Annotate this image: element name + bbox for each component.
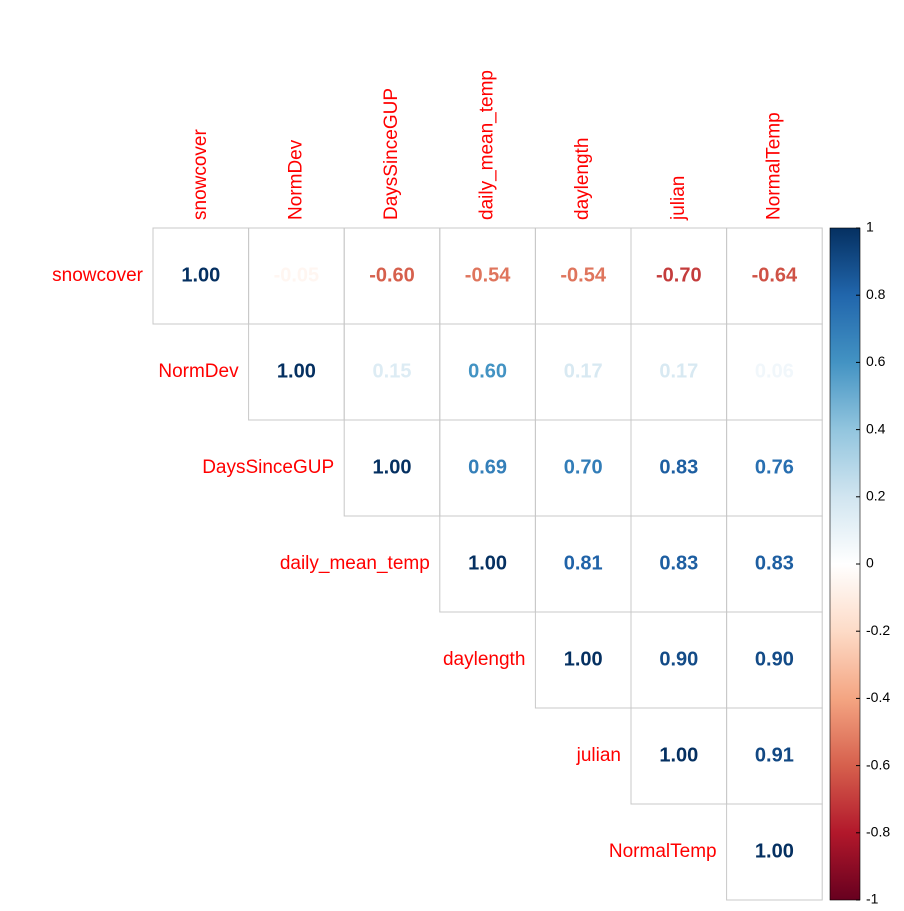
row-label: julian xyxy=(576,745,621,766)
correlation-value: 1.00 xyxy=(373,456,412,478)
row-label: daily_mean_temp xyxy=(280,553,430,574)
colorbar-tick-label: 0.4 xyxy=(866,420,886,436)
column-label: NormalTemp xyxy=(763,112,784,220)
row-label: NormDev xyxy=(158,361,239,382)
correlation-value: 0.83 xyxy=(659,456,698,478)
correlation-value: -0.05 xyxy=(274,264,320,286)
correlation-value: -0.60 xyxy=(369,264,415,286)
correlation-value: 0.17 xyxy=(564,360,603,382)
correlation-value: 0.91 xyxy=(755,744,794,766)
row-label: snowcover xyxy=(52,265,143,286)
correlation-value: 1.00 xyxy=(659,744,698,766)
correlation-value: 1.00 xyxy=(755,840,794,862)
colorbar-tick-label: -0.8 xyxy=(866,824,890,840)
colorbar-tick-label: 0.2 xyxy=(866,488,886,504)
row-label: DaysSinceGUP xyxy=(202,457,334,478)
correlation-value: 0.60 xyxy=(468,360,507,382)
colorbar-tick-label: 0.6 xyxy=(866,353,886,369)
column-label: NormDev xyxy=(285,139,306,220)
column-label: DaysSinceGUP xyxy=(381,88,402,220)
column-label: daily_mean_temp xyxy=(477,70,498,220)
correlation-value: -0.54 xyxy=(465,264,511,286)
row-label: daylength xyxy=(443,649,525,670)
correlation-value: 0.83 xyxy=(755,552,794,574)
correlation-value: 0.81 xyxy=(564,552,603,574)
correlation-value: 1.00 xyxy=(181,264,220,286)
correlation-value: 0.69 xyxy=(468,456,507,478)
correlation-value: 0.70 xyxy=(564,456,603,478)
correlation-value: 0.90 xyxy=(659,648,698,670)
correlation-value: 1.00 xyxy=(564,648,603,670)
correlation-value: 0.06 xyxy=(755,360,794,382)
colorbar-tick-label: 1 xyxy=(866,219,874,235)
correlation-value: -0.54 xyxy=(560,264,606,286)
colorbar-tick-label: -0.6 xyxy=(866,756,890,772)
row-label: NormalTemp xyxy=(609,841,717,862)
colorbar-tick-label: -0.2 xyxy=(866,622,890,638)
correlation-value: 0.90 xyxy=(755,648,794,670)
correlation-value: 0.17 xyxy=(659,360,698,382)
correlation-value: -0.70 xyxy=(656,264,702,286)
correlation-value: 0.83 xyxy=(659,552,698,574)
correlation-value: 1.00 xyxy=(277,360,316,382)
correlation-value: -0.64 xyxy=(752,264,798,286)
correlation-value: 0.15 xyxy=(373,360,412,382)
cell-border xyxy=(726,803,823,901)
colorbar-tick-label: -0.4 xyxy=(866,689,890,705)
column-label: julian xyxy=(668,176,689,221)
colorbar-tick-label: 0.8 xyxy=(866,286,886,302)
correlation-value: 0.76 xyxy=(755,456,794,478)
correlation-value: 1.00 xyxy=(468,552,507,574)
colorbar-tick-label: -1 xyxy=(866,891,879,907)
colorbar xyxy=(829,227,861,901)
column-label: daylength xyxy=(572,138,593,220)
column-label: snowcover xyxy=(190,129,211,220)
colorbar-tick-label: 0 xyxy=(866,555,874,571)
